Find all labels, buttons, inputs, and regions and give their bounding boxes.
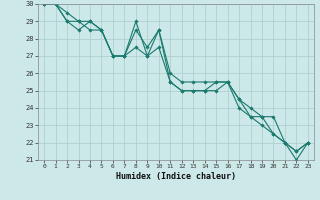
X-axis label: Humidex (Indice chaleur): Humidex (Indice chaleur) <box>116 172 236 181</box>
